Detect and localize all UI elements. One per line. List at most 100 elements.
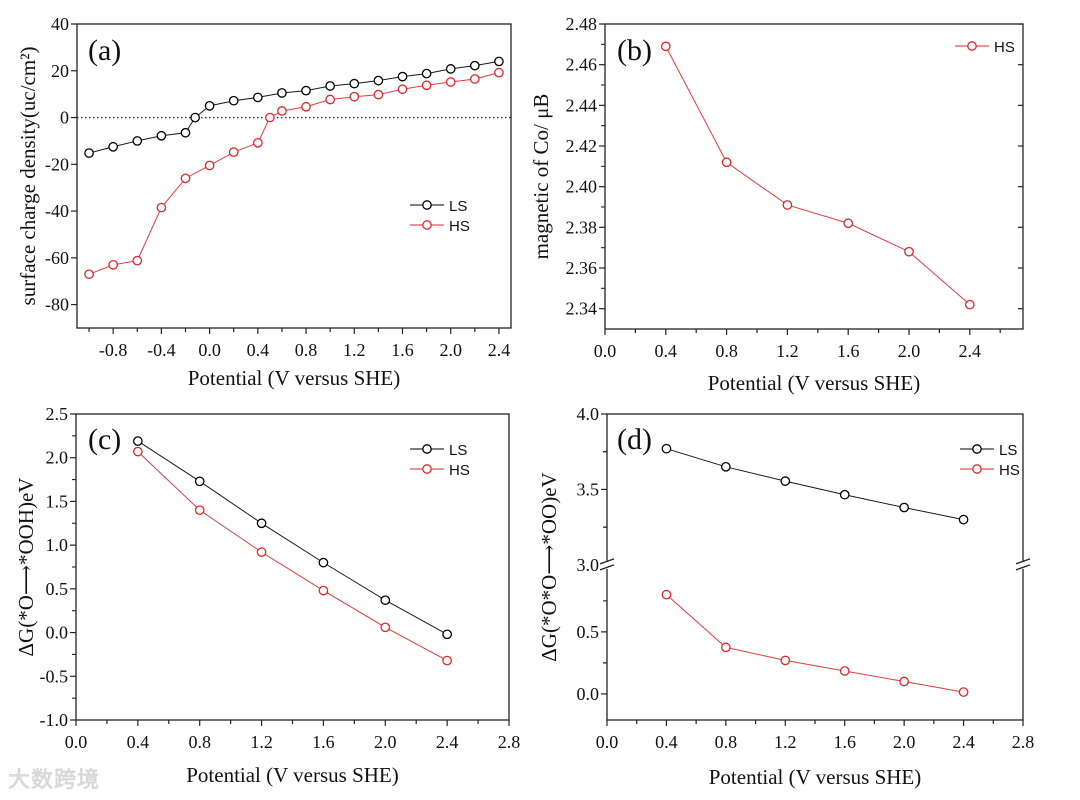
data-point-hs <box>445 77 456 87</box>
axis-break-mark <box>599 564 615 571</box>
legend-marker <box>422 444 432 454</box>
data-point-hs <box>780 655 791 666</box>
data-point-ls <box>228 95 239 106</box>
watermark: 大数跨境 <box>8 768 101 793</box>
data-point-ls <box>256 518 267 529</box>
panel-label: (a) <box>88 34 121 67</box>
x-axis-label: Potential (V versus SHE) <box>709 765 922 789</box>
y-tick-label: 2.40 <box>566 177 598 197</box>
data-point-hs <box>899 676 909 687</box>
data-point-hs <box>782 200 793 210</box>
x-tick-label: 2.4 <box>952 732 975 752</box>
plot-frame <box>604 23 1024 330</box>
x-tick-label: 2.8 <box>498 732 521 752</box>
axis-break-gap <box>1016 560 1030 569</box>
x-tick-label: 0.4 <box>247 340 270 360</box>
data-point-hs <box>265 112 275 123</box>
y-axis-label: surface charge density(uc/cm²) <box>16 47 40 306</box>
data-point-hs <box>156 202 167 213</box>
axis-break-mark <box>1015 564 1031 571</box>
y-tick-label: -80 <box>45 295 69 315</box>
series-hs <box>84 67 504 280</box>
x-axis-label: Potential (V versus SHE) <box>186 763 399 787</box>
y-tick-label: 20 <box>51 61 69 81</box>
data-point-ls <box>108 141 119 152</box>
data-point-hs <box>469 74 480 84</box>
y-tick-label: 2.46 <box>566 55 598 75</box>
y-tick-label: 0.0 <box>577 684 600 704</box>
data-point-ls <box>661 443 672 454</box>
data-point-hs <box>494 67 504 78</box>
x-tick-label: 0.8 <box>295 340 318 360</box>
chart-panel-d: 0.0 0.4 0.8 1.2 1.6 2.0 2.4 2.8 4.0 3.5 3.0 0.5 0.0 L… <box>537 404 1034 789</box>
y-tick-label: -20 <box>45 154 69 174</box>
data-point-hs <box>252 137 263 148</box>
legend-marker <box>422 464 432 474</box>
series-line-hs <box>88 72 500 275</box>
data-point-ls <box>204 100 215 111</box>
x-tick-label: 0.0 <box>594 341 617 361</box>
y-axis-label: ΔG(*O*O⟶*OO)eV <box>537 472 561 661</box>
data-point-ls <box>252 92 263 103</box>
chart-panel-c: 0.0 0.4 0.8 1.2 1.6 2.0 2.4 2.8 2.5 2.0 1.5 1.0 0.5 0… <box>14 404 520 787</box>
panel-label: (d) <box>617 423 652 456</box>
legend-label: HS <box>449 462 470 479</box>
legend-label: HS <box>999 462 1020 479</box>
x-tick-label: 2.8 <box>1012 732 1035 752</box>
y-tick-label: 2.5 <box>46 404 69 424</box>
data-point-hs <box>84 269 94 280</box>
data-point-ls <box>349 78 360 89</box>
plot-frame <box>606 413 1024 721</box>
x-tick-label: 0.0 <box>198 340 221 360</box>
x-tick-label: 0.4 <box>127 732 150 752</box>
legend-label: LS <box>449 198 467 215</box>
y-tick-label: -40 <box>45 201 69 221</box>
x-tick-label: 0.8 <box>715 732 738 752</box>
legend-entry-hs: HS <box>410 462 470 479</box>
series-line-hs <box>137 451 448 661</box>
legend-label: HS <box>994 39 1015 56</box>
x-tick-label: 1.6 <box>837 341 860 361</box>
series-ls <box>84 56 504 158</box>
legend-label: LS <box>449 442 467 459</box>
legend-entry-hs: HS <box>410 218 470 235</box>
x-tick-label: -0.8 <box>99 340 128 360</box>
data-point-ls <box>277 88 287 98</box>
y-axis-label: magnetic of Co/ μB <box>529 94 553 260</box>
data-point-ls <box>380 595 391 606</box>
y-tick-label: 2.0 <box>46 448 69 468</box>
data-point-ls <box>899 502 909 513</box>
x-tick-label: 2.0 <box>898 341 921 361</box>
series-ls <box>661 443 969 525</box>
y-tick-label: 4.0 <box>577 404 600 424</box>
data-point-hs <box>108 260 119 270</box>
y-tick-label: 3.5 <box>577 479 600 499</box>
data-point-ls <box>84 148 94 158</box>
series-ls <box>133 436 452 640</box>
x-tick-label: 0.4 <box>655 341 678 361</box>
x-tick-label: 0.8 <box>188 732 211 752</box>
data-point-hs <box>180 173 191 184</box>
data-point-ls <box>397 71 408 82</box>
data-point-hs <box>256 547 267 557</box>
data-point-ls <box>318 557 329 568</box>
data-point-ls <box>325 81 336 91</box>
data-point-ls <box>133 436 143 446</box>
plot-frame <box>75 413 510 721</box>
data-point-ls <box>469 60 480 71</box>
y-tick-label: -0.5 <box>40 666 69 686</box>
y-tick-label: -60 <box>45 248 69 268</box>
series-line-ls <box>88 60 500 154</box>
x-tick-label: 0.8 <box>715 341 738 361</box>
x-tick-label: -0.4 <box>147 340 176 360</box>
plot-frame <box>76 23 512 329</box>
legend-marker <box>972 444 982 454</box>
data-point-hs <box>904 246 914 257</box>
y-tick-label: 0.0 <box>46 623 69 643</box>
x-tick-label: 1.2 <box>250 732 273 752</box>
data-point-hs <box>721 157 732 168</box>
y-tick-label: 2.34 <box>566 299 598 319</box>
x-tick-label: 2.0 <box>893 732 916 752</box>
data-point-hs <box>421 80 432 91</box>
data-point-hs <box>204 160 215 171</box>
